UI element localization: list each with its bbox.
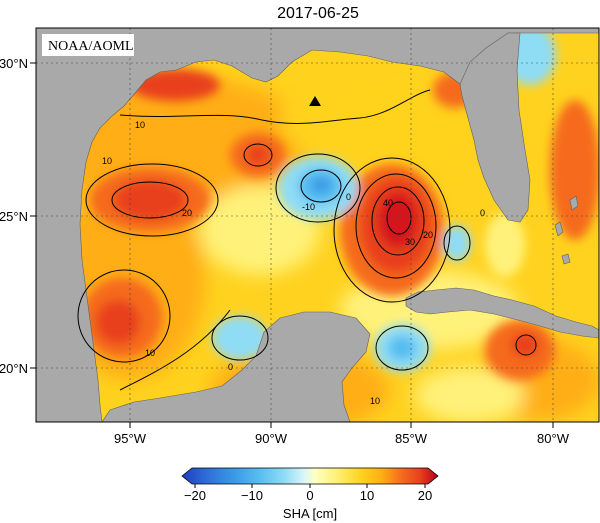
colorbar-tick-label: 20 xyxy=(418,488,432,503)
colorbar-tick-label: −20 xyxy=(184,488,206,503)
contour-label: 40 xyxy=(383,198,393,208)
contour-cold-south-east xyxy=(375,325,429,371)
watermark-label: NOAA/AOML xyxy=(48,39,134,54)
contour-loop-current-30 xyxy=(371,186,425,256)
latitude-axis: 30°N 25°N 20°N xyxy=(0,56,36,376)
longitude-axis: 95°W 90°W 85°W 80°W xyxy=(114,422,570,446)
colorbar-bar xyxy=(181,467,439,485)
contour-label: 10 xyxy=(145,348,155,358)
lon-tick-label: 90°W xyxy=(255,431,288,446)
contour-loop-current-20 xyxy=(355,173,437,279)
contour-lines xyxy=(77,89,537,391)
contour-northern-10 xyxy=(119,89,431,124)
contour-cold-south xyxy=(211,315,269,361)
contour-loop-current-10 xyxy=(333,157,451,303)
land-bahamas xyxy=(554,195,579,265)
map-panel: 10 10 20 10 -10 0 40 30 20 0 10 0 xyxy=(36,28,599,422)
lat-tick-label: 20°N xyxy=(0,361,28,376)
lon-tick-label: 85°W xyxy=(395,431,428,446)
contour-label: 0 xyxy=(480,208,485,218)
contour-label-group: 10 10 20 10 -10 0 40 30 20 0 10 0 xyxy=(102,120,485,406)
lon-tick-label: 80°W xyxy=(537,431,570,446)
land-yucatan xyxy=(101,311,371,422)
land-florida xyxy=(459,32,531,223)
contour-cold-small xyxy=(443,225,471,261)
colorbar-tick-label: 10 xyxy=(360,488,374,503)
colorbar-tick-label: −10 xyxy=(241,488,263,503)
contour-label: 10 xyxy=(102,156,112,166)
colorbar: −20 −10 0 10 20 SHA [cm] xyxy=(181,467,439,521)
colorbar-title: SHA [cm] xyxy=(283,506,337,521)
land-north-america xyxy=(36,28,599,422)
contour-label: -10 xyxy=(302,202,315,212)
contour-label: 0 xyxy=(346,192,351,202)
contour-southeast-warm xyxy=(515,334,537,356)
land-cuba xyxy=(405,287,599,339)
contour-label: 10 xyxy=(370,396,380,406)
contour-label: 20 xyxy=(423,230,433,240)
contour-cold-10 xyxy=(300,169,342,203)
triangle-marker xyxy=(309,96,321,106)
contour-warm-west-inner xyxy=(111,181,189,219)
contour-central-north xyxy=(243,143,273,167)
lat-tick-label: 25°N xyxy=(0,209,28,224)
contour-cold-0 xyxy=(275,153,361,223)
contour-label: 10 xyxy=(135,120,145,130)
contour-label: 20 xyxy=(182,208,192,218)
watermark-box xyxy=(42,34,134,56)
colorbar-tick-label: 0 xyxy=(306,488,313,503)
map-title: 2017-06-25 xyxy=(277,5,359,22)
graticule xyxy=(36,28,599,422)
map-frame xyxy=(35,27,600,423)
contour-warm-southwest xyxy=(77,269,171,363)
land-masses xyxy=(36,28,599,422)
lon-tick-label: 95°W xyxy=(114,431,147,446)
contour-10-south xyxy=(119,309,231,391)
contour-label: 30 xyxy=(405,237,415,247)
contour-label: 0 xyxy=(228,362,233,372)
lat-tick-label: 30°N xyxy=(0,56,28,71)
contour-warm-west xyxy=(85,163,219,237)
